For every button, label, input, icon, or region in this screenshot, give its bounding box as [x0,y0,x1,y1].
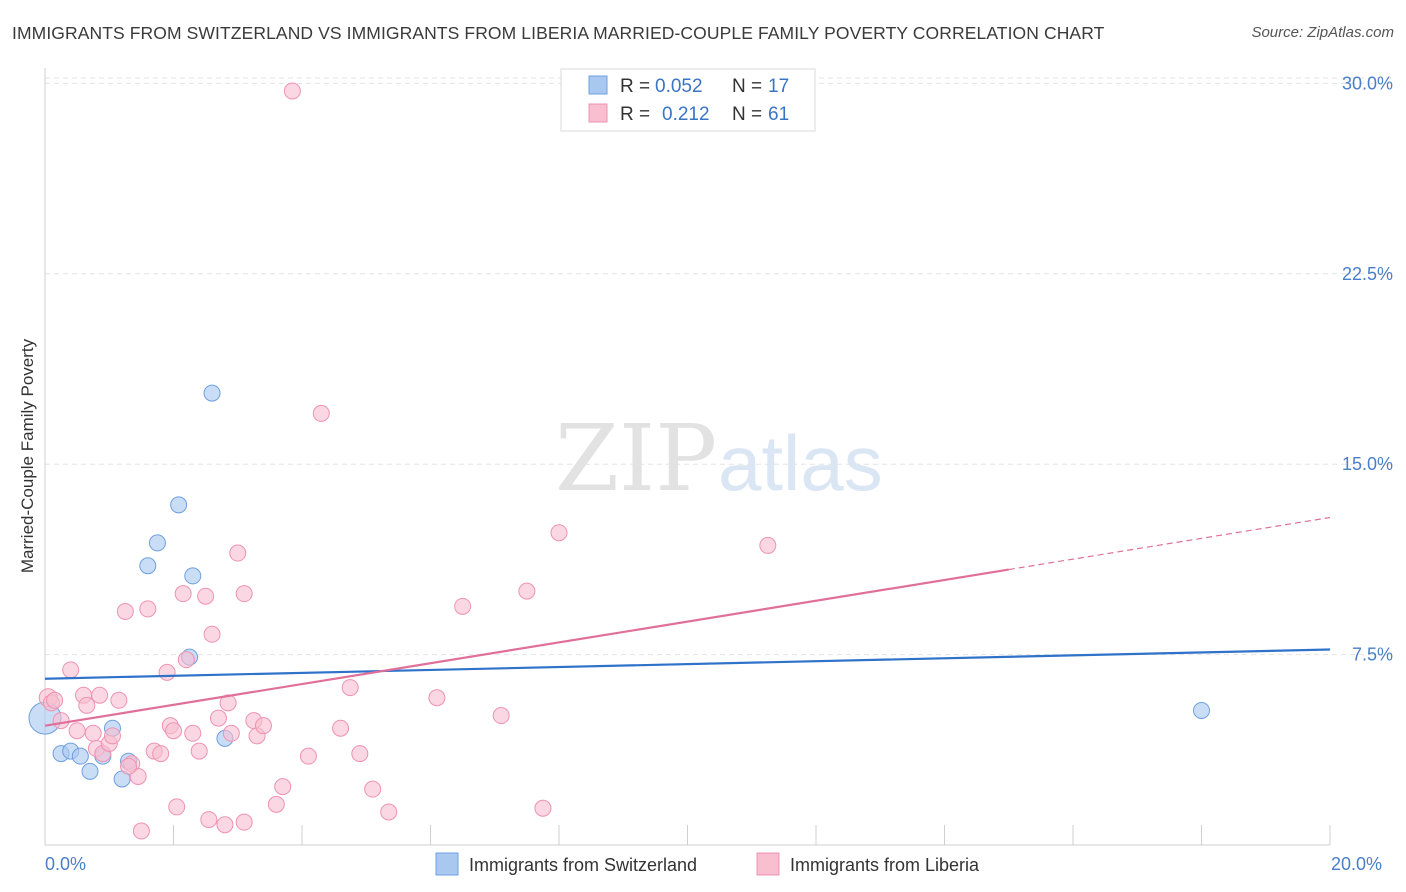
data-point [197,587,215,605]
data-point [203,625,221,643]
data-point [267,795,285,813]
data-point [235,813,253,831]
legend-top: R = 0.052 N = 17 R = 0.212 N = 61 [560,68,816,132]
data-point [177,651,195,669]
data-point [229,544,247,562]
bottom-legend-label-liberia: Immigrants from Liberia [790,855,980,875]
y-axis-tick-labels: 7.5% 15.0% 22.5% 30.0% [1342,73,1393,664]
data-point [222,724,240,742]
y-tick-label: 7.5% [1352,645,1393,665]
y-tick-label: 30.0% [1342,73,1393,93]
data-point [139,600,157,618]
data-point [550,524,568,542]
bottom-legend-swatch-switzerland [435,852,459,876]
data-point [84,724,102,742]
data-point [139,557,157,575]
data-point [454,597,472,615]
data-point [209,709,227,727]
trend-line-liberia [44,568,1009,727]
data-point [299,747,317,765]
data-point [534,799,552,817]
data-point [341,679,359,697]
legend-r-label-1: R = [620,76,650,97]
legend-n-value-2: 61 [768,104,789,125]
data-point [312,404,330,422]
data-point [518,582,536,600]
y-tick-label: 22.5% [1342,264,1393,284]
data-point [52,712,70,730]
legend-n-label-1: N = [732,76,762,97]
data-point [184,724,202,742]
data-point [46,691,64,709]
data-point [132,822,150,840]
trend-line-liberia-extension [1008,516,1331,571]
data-point [203,384,221,402]
data-point [174,585,192,603]
data-point [71,747,89,765]
data-point [428,689,446,707]
legend-bottom: Immigrants from Switzerland Immigrants f… [435,852,980,876]
x-tick-max: 20.0% [1331,854,1382,874]
data-point [110,691,128,709]
data-point [364,780,382,798]
x-tick-min: 0.0% [45,854,86,874]
data-point [116,602,134,620]
data-point [152,745,170,763]
x-axis-ticks [44,825,1331,845]
data-point [184,567,202,585]
data-point [254,717,272,735]
data-point [148,534,166,552]
y-tick-label: 15.0% [1342,454,1393,474]
legend-r-value-2: 0.212 [662,104,710,125]
data-point [283,82,301,100]
data-point [274,778,292,796]
data-point [219,694,237,712]
chart-source: Source: ZipAtlas.com [1251,24,1394,41]
legend-swatch-switzerland [588,75,608,95]
watermark-zip: ZIP [555,405,717,512]
legend-swatch-liberia [588,103,608,123]
data-point [168,798,186,816]
data-point [120,757,138,775]
legend-n-value-1: 17 [768,76,789,97]
gridlines [45,77,1395,656]
bottom-legend-label-switzerland: Immigrants from Switzerland [469,855,697,875]
data-point [332,719,350,737]
data-point [158,663,176,681]
data-point [216,816,234,834]
data-point [78,696,96,714]
watermark: ZIP atlas [555,405,883,512]
data-point [759,536,777,554]
data-point [170,496,188,514]
data-point [351,745,369,763]
data-point [91,686,109,704]
data-point [200,811,218,829]
data-point [103,727,121,745]
trend-lines [44,516,1331,727]
legend-n-label-2: N = [732,104,762,125]
data-point [492,707,510,725]
data-point [235,585,253,603]
legend-r-label-2: R = [620,104,650,125]
legend-r-value-1: 0.052 [655,76,703,97]
data-point [190,742,208,760]
series-liberia [38,82,777,840]
y-axis-label: Married-Couple Family Poverty [18,338,37,573]
chart-title: IMMIGRANTS FROM SWITZERLAND VS IMMIGRANT… [12,23,1105,43]
data-point [165,722,182,740]
data-point [62,661,80,679]
bottom-legend-swatch-liberia [756,852,780,876]
watermark-atlas: atlas [718,419,883,507]
data-point [68,722,86,740]
data-point [1193,701,1210,719]
trend-line-switzerland [44,648,1331,680]
data-point [380,803,398,821]
data-point [81,762,99,780]
